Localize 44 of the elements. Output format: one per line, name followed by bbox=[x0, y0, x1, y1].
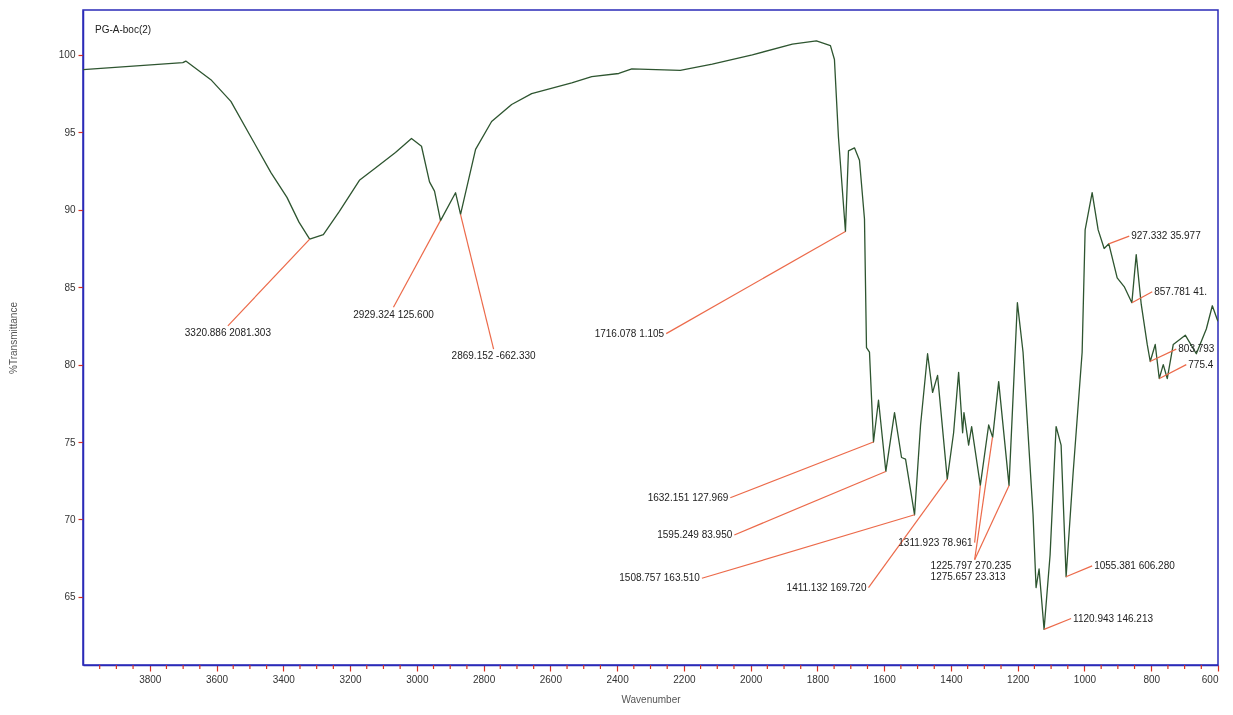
y-tick-label: 75 bbox=[64, 436, 76, 448]
annotation: 1225.797 270.235 bbox=[930, 559, 1012, 571]
annotation: 1411.132 169.720 bbox=[786, 581, 867, 593]
y-tick-label: 100 bbox=[58, 49, 76, 61]
y-tick-label: 70 bbox=[64, 513, 76, 525]
annotation: 1120.943 146.213 bbox=[1073, 612, 1154, 624]
x-tick-label: 1800 bbox=[806, 673, 830, 685]
annotation: 1632.151 127.969 bbox=[647, 491, 729, 503]
x-tick-label: 2400 bbox=[606, 673, 630, 685]
x-tick-label: 1400 bbox=[940, 673, 963, 685]
x-axis-title: Wavenumber bbox=[621, 693, 682, 705]
text: PG-A-boc(2) bbox=[95, 24, 152, 35]
x-tick-label: 3400 bbox=[272, 673, 296, 685]
annotation: 1595.249 83.950 bbox=[657, 528, 733, 540]
x-tick-label: 1200 bbox=[1007, 673, 1030, 685]
x-tick-label: 2200 bbox=[673, 673, 696, 685]
annotation: 1275.657 23.313 bbox=[930, 570, 1007, 582]
annotation: 927.332 35.977 bbox=[1131, 230, 1202, 242]
x-tick-label: 600 bbox=[1201, 673, 1219, 685]
annotation: 1055.381 606.280 bbox=[1094, 559, 1176, 571]
annotation: 1716.078 1.105 bbox=[594, 327, 665, 339]
annotation: 1508.757 163.510 bbox=[619, 572, 701, 584]
x-tick-label: 2600 bbox=[539, 673, 563, 685]
annotation: 2869.152 -662.330 bbox=[451, 350, 537, 362]
x-tick-label: 3800 bbox=[139, 673, 162, 685]
line-series bbox=[83, 40, 1218, 631]
y-tick-label: 95 bbox=[64, 126, 76, 138]
x-tick-label: 3200 bbox=[339, 673, 363, 685]
x-tick-label: 1600 bbox=[873, 673, 897, 685]
x-tick-label: 3600 bbox=[205, 673, 229, 685]
y-tick-label: 80 bbox=[64, 359, 76, 371]
annotation: 775.4 bbox=[1188, 358, 1214, 370]
annotation: 2929.324 125.600 bbox=[353, 308, 435, 320]
x-tick-label: 3000 bbox=[406, 673, 429, 685]
annotation: 857.781 41. bbox=[1154, 285, 1208, 297]
y-tick-label: 65 bbox=[64, 591, 76, 603]
y-tick-label: 90 bbox=[64, 204, 76, 216]
x-tick-label: 2800 bbox=[472, 673, 496, 685]
annotation: 3320.886 2081.303 bbox=[184, 327, 272, 339]
y-axis-title: %Transmittance bbox=[7, 301, 19, 374]
x-tick-label: 800 bbox=[1143, 673, 1161, 685]
x-tick-label: 1000 bbox=[1073, 673, 1097, 685]
x-tick-label: 2000 bbox=[740, 673, 763, 685]
y-tick-label: 85 bbox=[64, 281, 76, 293]
